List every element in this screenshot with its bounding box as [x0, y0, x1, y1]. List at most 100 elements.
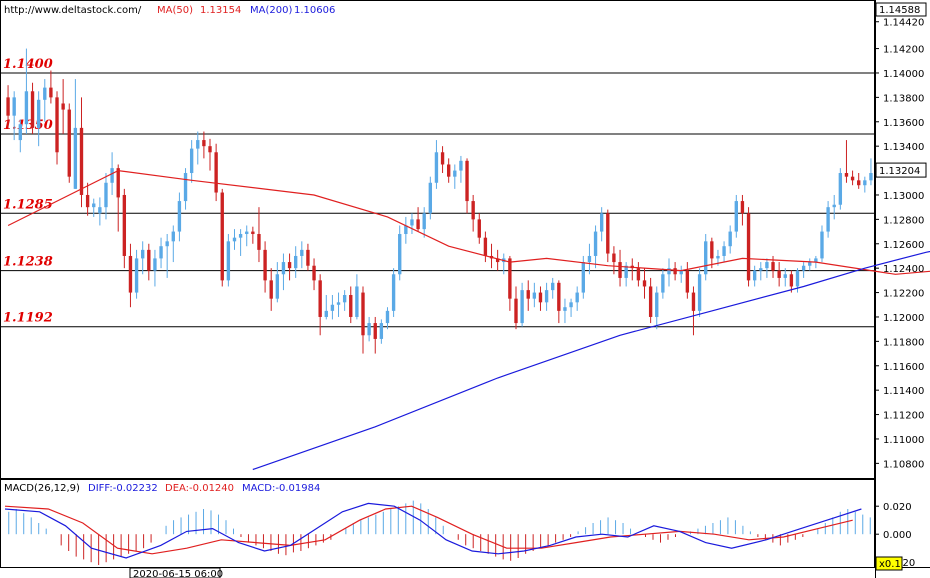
candle-body [434, 152, 439, 183]
candle-body [30, 91, 35, 128]
price-tick-label: 1.14000 [883, 69, 924, 80]
macd-diff-line [4, 502, 862, 559]
source-url[interactable]: http://www.deltastock.com/ [4, 5, 142, 16]
zoom-box[interactable] [875, 556, 903, 571]
candle-body [208, 146, 212, 153]
candle-body [202, 140, 206, 147]
candle-body [73, 127, 78, 189]
candle-body [269, 280, 273, 299]
candle-body [679, 270, 683, 275]
candle-body [863, 180, 867, 186]
macd-tick-label: 0.000 [883, 530, 912, 541]
candle-body [55, 97, 59, 153]
price-tick-label: 1.12000 [883, 313, 924, 324]
level-label: 1.1238 [3, 255, 53, 270]
candle-body [789, 274, 794, 287]
candle-body [459, 160, 463, 171]
candle-body [508, 258, 512, 299]
candle-body [563, 307, 567, 311]
date-box [129, 567, 221, 578]
price-tick-label: 1.13800 [883, 93, 924, 104]
candle-body [12, 97, 16, 116]
candle-body [606, 213, 610, 254]
candle-body [618, 262, 622, 278]
price-tick-label: 1.12200 [883, 289, 924, 300]
candle-body [844, 173, 849, 177]
candle-body [257, 234, 261, 250]
candle-body [587, 255, 592, 263]
candle-body [814, 258, 818, 263]
candle-body [655, 292, 659, 317]
candle-body [18, 124, 22, 141]
candle-body [838, 173, 843, 205]
candle-body [526, 290, 530, 299]
candle-body [171, 231, 175, 242]
current-price-label: 1.13204 [879, 166, 920, 177]
candles [6, 48, 873, 354]
moving-averages [7, 169, 930, 471]
candle-body [759, 268, 763, 271]
candle-body [189, 148, 194, 174]
candle-body [575, 292, 579, 303]
candle-body [147, 249, 151, 271]
main-plot-frame [0, 0, 875, 479]
candle-body [361, 292, 365, 336]
candle-body [330, 304, 335, 311]
price-tick-label: 1.11400 [883, 386, 924, 397]
candle-body [428, 182, 433, 214]
candle-body [110, 168, 114, 183]
candle-body [752, 270, 757, 281]
candle-body [465, 160, 469, 202]
level-label: 1.1400 [3, 57, 53, 72]
candle-body [667, 268, 671, 275]
candle-body [495, 258, 500, 263]
candle-body [453, 170, 457, 177]
candle-body [300, 249, 304, 256]
candle-body [569, 302, 573, 308]
candle-body [599, 213, 604, 232]
zoom-label[interactable]: x0.1 [879, 559, 901, 570]
candle-body [710, 241, 714, 259]
candle-body [544, 290, 549, 303]
candle-body [281, 262, 286, 275]
candle-body [220, 192, 224, 281]
candle-body [612, 253, 616, 263]
candle-body [67, 109, 71, 177]
candle-body [850, 176, 855, 181]
ma50-label: MA(50) [157, 5, 193, 16]
candle-body [318, 280, 322, 317]
candle-body [306, 249, 310, 266]
price-tick-label: 1.12800 [883, 215, 924, 226]
ma200-label: MA(200) [250, 5, 292, 16]
candle-body [85, 194, 90, 208]
level-label: 1.1285 [3, 197, 53, 212]
candle-body [783, 274, 787, 278]
candle-body [697, 274, 702, 311]
candle-body [857, 180, 861, 186]
candle-body [98, 207, 102, 214]
candle-body [593, 231, 598, 256]
candle-body [122, 194, 127, 256]
candle-body [538, 292, 543, 303]
candle-body [801, 265, 806, 271]
candle-body [734, 201, 738, 232]
candle-body [551, 282, 555, 291]
candle-body [177, 201, 182, 232]
candle-body [373, 323, 377, 339]
price-tick-label: 1.14420 [883, 18, 924, 29]
candle-body [722, 246, 726, 256]
candle-body [6, 97, 10, 116]
candle-body [514, 298, 518, 324]
candle-body [771, 262, 775, 271]
candle-body [704, 241, 708, 275]
candle-body [153, 258, 157, 271]
candle-body [624, 265, 628, 278]
candle-body [134, 258, 139, 293]
ma50-value: 1.13154 [200, 5, 241, 16]
candle-body [24, 91, 29, 125]
candle-body [648, 286, 653, 317]
price-tick-label: 1.13400 [883, 142, 924, 153]
candle-body [226, 241, 231, 281]
